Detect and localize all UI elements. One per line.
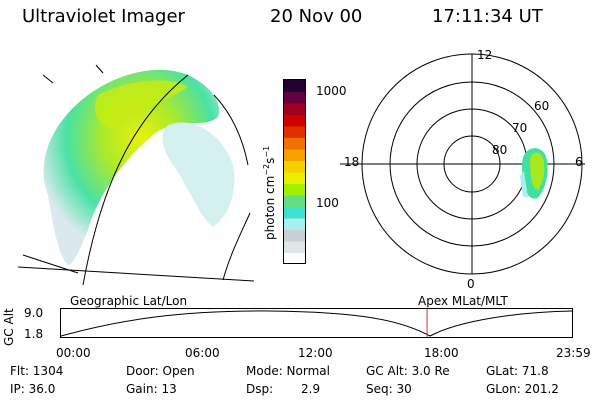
mlt-label-12: 12 xyxy=(477,48,492,62)
mlt-label-18: 18 xyxy=(344,155,359,169)
xtick-0000: 00:00 xyxy=(56,346,91,360)
lat-label-80: 80 xyxy=(492,143,507,157)
info-gcalt: GC Alt: 3.0 Re xyxy=(366,364,450,378)
header-date: 20 Nov 00 xyxy=(270,6,363,27)
colorbar-cell xyxy=(284,206,306,219)
colorbar-cell xyxy=(284,137,306,150)
colorbar-unit-label: photon cm−2s−1 xyxy=(262,145,277,240)
info-door: Door: Open xyxy=(126,364,195,378)
xtick-1800: 18:00 xyxy=(424,346,459,360)
info-glon: GLon: 201.2 xyxy=(486,382,559,396)
info-mode: Mode: Normal xyxy=(246,364,330,378)
lat-label-70: 70 xyxy=(512,121,527,135)
altitude-timeline xyxy=(60,308,573,338)
colorbar-cell xyxy=(284,195,306,207)
colorbar-cell xyxy=(284,183,306,196)
info-glat: GLat: 71.8 xyxy=(486,364,549,378)
colorbar-cell xyxy=(284,229,306,242)
colorbar-cell xyxy=(284,126,306,138)
colorbar-cell xyxy=(284,114,306,127)
xtick-0600: 06:00 xyxy=(185,346,220,360)
mlt-label-0: 0 xyxy=(467,277,475,291)
timeline-frame xyxy=(60,308,573,338)
colorbar-cell xyxy=(284,241,306,253)
colorbar-cell xyxy=(284,91,306,104)
info-dsp-value: 2.9 xyxy=(301,382,321,396)
timeline-right-label: Apex MLat/MLT xyxy=(418,294,508,308)
info-flt: Flt: 1304 xyxy=(10,364,64,378)
auroral-image-geographic xyxy=(18,64,254,286)
mlt-label-6: 6 xyxy=(575,155,583,169)
ytick-9: 9.0 xyxy=(24,306,44,320)
colorbar-cell xyxy=(284,149,306,161)
colorbar-tick-high: 1000 xyxy=(316,84,347,98)
xtick-2359: 23:59 xyxy=(556,346,591,360)
header-time: 17:11:34 UT xyxy=(432,6,543,27)
polar-mlat-mlt-plot: 12 18 6 0 60 70 80 xyxy=(340,48,585,291)
info-ip: IP: 36.0 xyxy=(10,382,56,396)
colorbar-tick-low: 100 xyxy=(316,196,339,210)
geographic-grid-lines xyxy=(18,64,254,286)
ytick-1-8: 1.8 xyxy=(24,327,44,341)
info-dsp-label: Dsp: xyxy=(246,382,274,396)
colorbar-cell xyxy=(284,160,306,173)
colorbar-cell xyxy=(284,103,306,115)
timeline-axis-title: GC Alt xyxy=(2,308,16,346)
altitude-curve xyxy=(60,310,573,337)
timeline-left-label: Geographic Lat/Lon xyxy=(70,294,188,308)
aurora-emission-region xyxy=(43,69,235,265)
colorbar-cell xyxy=(284,218,306,230)
colorbar-cell xyxy=(284,80,306,92)
colorbar xyxy=(283,79,306,265)
colorbar-cell xyxy=(284,172,306,184)
lat-label-60: 60 xyxy=(534,99,549,113)
polar-aurora-patch xyxy=(520,148,548,199)
info-seq: Seq: 30 xyxy=(366,382,412,396)
info-gain: Gain: 13 xyxy=(126,382,177,396)
instrument-title: Ultraviolet Imager xyxy=(22,6,185,27)
colorbar-cell xyxy=(284,252,306,265)
xtick-1200: 12:00 xyxy=(298,346,333,360)
